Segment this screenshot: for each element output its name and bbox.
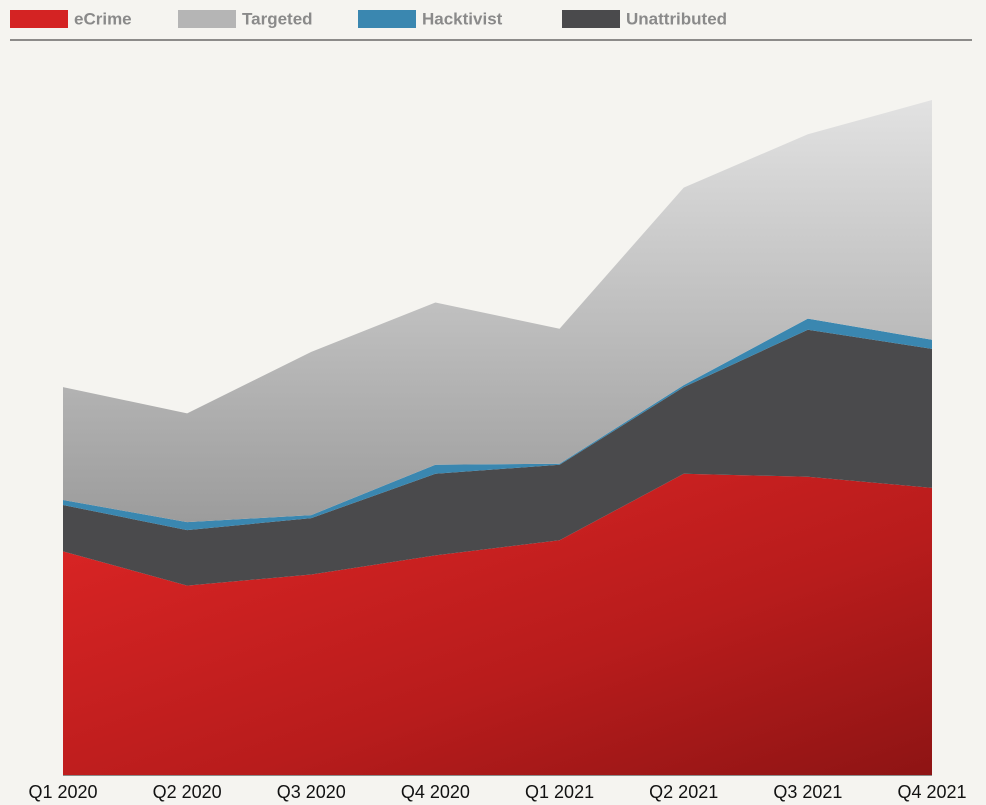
- legend-label: Hacktivist: [422, 9, 503, 28]
- x-tick-label: Q1 2020: [28, 782, 97, 802]
- x-tick-label: Q1 2021: [525, 782, 594, 802]
- x-tick-label: Q2 2021: [649, 782, 718, 802]
- x-tick-label: Q3 2021: [773, 782, 842, 802]
- x-tick-label: Q4 2021: [897, 782, 966, 802]
- legend-label: Unattributed: [626, 9, 727, 28]
- legend-label: Targeted: [242, 9, 313, 28]
- legend-swatch: [178, 10, 236, 28]
- legend-label: eCrime: [74, 9, 132, 28]
- x-tick-label: Q2 2020: [153, 782, 222, 802]
- legend-swatch: [10, 10, 68, 28]
- legend-swatch: [562, 10, 620, 28]
- x-tick-label: Q3 2020: [277, 782, 346, 802]
- chart: eCrime Targeted Hacktivist Unattributed Q1 2…: [0, 0, 986, 805]
- x-tick-label: Q4 2020: [401, 782, 470, 802]
- legend-swatch: [358, 10, 416, 28]
